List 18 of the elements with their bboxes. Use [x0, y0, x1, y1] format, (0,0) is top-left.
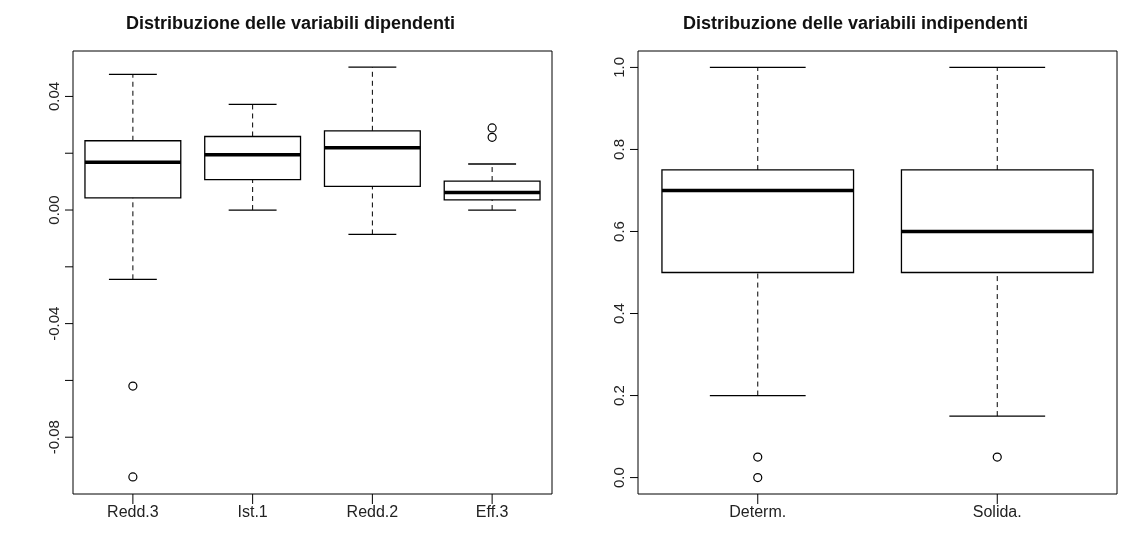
y-tick-label: -0.08 — [45, 420, 62, 455]
y-tick-label: 0.6 — [610, 221, 627, 242]
x-tick-label: Solida. — [972, 503, 1022, 521]
chart-title: Distribuzione delle variabili indipendenti — [681, 12, 1030, 35]
y-tick-label: 0.8 — [610, 139, 627, 160]
x-tick-label: Eff.3 — [475, 503, 509, 521]
y-tick-label: 0.0 — [610, 467, 627, 489]
y-tick-label: 0.04 — [45, 81, 62, 112]
x-tick-label: Redd.2 — [346, 503, 399, 521]
y-tick-label: 1.0 — [610, 56, 627, 78]
x-tick-label: Ist.1 — [237, 503, 268, 521]
y-tick-label: -0.04 — [45, 306, 62, 341]
y-tick-label: 0.4 — [610, 303, 627, 324]
y-tick-label: 0.2 — [610, 385, 627, 406]
chart-title: Distribuzione delle variabili dipendenti — [124, 12, 457, 35]
y-tick-label: 0.00 — [45, 195, 62, 225]
x-tick-label: Determ. — [729, 503, 787, 521]
x-tick-label: Redd.3 — [107, 503, 159, 521]
